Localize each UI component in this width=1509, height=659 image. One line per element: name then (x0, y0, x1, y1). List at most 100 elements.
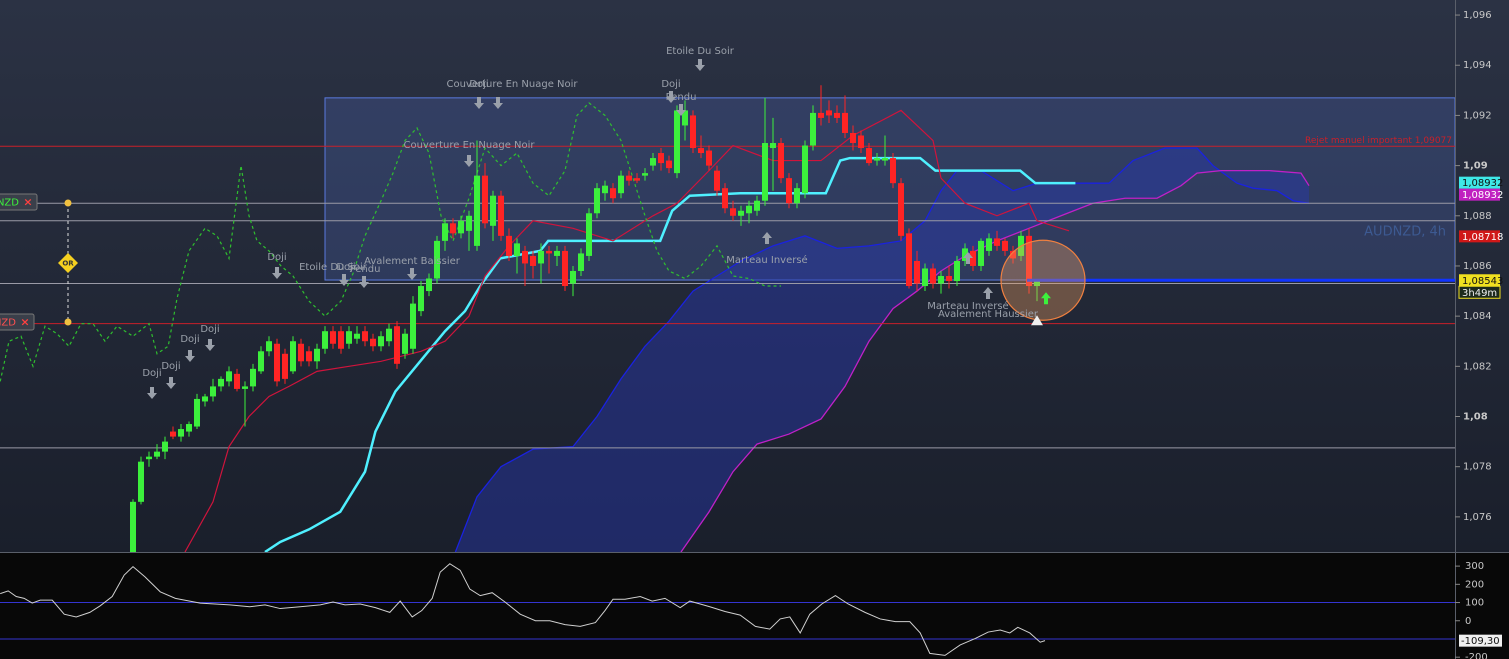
price-plot: Rejet manuel important 1,09077DojiDojiDo… (0, 46, 1455, 552)
indicator-tick-label: 100 (1465, 598, 1484, 609)
candle-body (458, 220, 464, 234)
y-tick-label: 1,08 (1463, 412, 1488, 423)
left-tools: AUDNZD × AUDNZD × OR (0, 193, 78, 331)
pattern-label: Couverture En Nuage Noir (403, 140, 535, 151)
candle-body (290, 341, 296, 372)
candle-body (890, 158, 896, 184)
indicator-tick-label: 0 (1465, 616, 1471, 627)
close-icon[interactable]: × (20, 316, 29, 329)
pattern-label: Pendu (666, 92, 697, 103)
candle-body (802, 145, 808, 194)
candle-body (162, 441, 168, 452)
pattern-label: Pendu (350, 264, 381, 275)
candle-body (194, 398, 200, 427)
main-panel (0, 0, 1509, 552)
pattern-label: Doji (336, 262, 355, 273)
cci-line (0, 563, 1046, 656)
y-tick-label: 1,076 (1463, 512, 1492, 523)
indicator-tick-label: -200 (1465, 652, 1488, 659)
handle[interactable] (64, 318, 72, 326)
candle-body (250, 368, 256, 387)
candle-body (570, 270, 576, 284)
candle-body (618, 175, 624, 194)
candle-body (362, 331, 368, 342)
candle-body (810, 112, 816, 146)
y-tick-label: 1,094 (1463, 60, 1492, 71)
candle-body (314, 348, 320, 362)
pattern-label: Marteau Inversé (927, 300, 1008, 312)
candle-body (402, 333, 408, 354)
candle-body (714, 170, 720, 191)
cloud-line (454, 147, 1310, 552)
pattern-arrow (205, 339, 215, 351)
countdown: 3h49m (1462, 288, 1497, 299)
candle-body (506, 235, 512, 256)
candle-body (922, 268, 928, 287)
candle-body (218, 378, 224, 387)
candle-body (826, 110, 832, 116)
candle-body (962, 248, 968, 261)
y-tick-label: 1,082 (1463, 361, 1492, 372)
pattern-label: Etoile Du Soir (666, 46, 735, 57)
candle-body (682, 110, 688, 126)
candle-body (178, 429, 184, 437)
indicator-tick-label: 200 (1465, 579, 1484, 590)
pattern-label: Doji (661, 79, 680, 90)
candle-body (282, 353, 288, 379)
candle-body (770, 143, 776, 149)
label-box (0, 193, 38, 211)
pattern-label: Doji (180, 334, 199, 345)
pattern-arrow (407, 268, 417, 280)
y-tick-label: 1,092 (1463, 110, 1492, 121)
candle-body (786, 178, 792, 204)
candle-body (954, 260, 960, 282)
indicator-tick-label: 300 (1465, 561, 1484, 572)
candle-body (842, 112, 848, 133)
candle-body (738, 210, 744, 216)
pattern-arrow (464, 155, 474, 167)
order-diamond[interactable] (58, 253, 78, 273)
pattern-arrow (983, 287, 993, 299)
close-icon[interactable]: × (23, 196, 32, 209)
cloud-shading (455, 148, 1309, 552)
candle-body (834, 112, 840, 118)
candle-body (538, 250, 544, 264)
highlight-circle (1000, 239, 1086, 321)
pattern-arrow (185, 350, 195, 362)
candle-body (866, 148, 872, 164)
y-tick-label: 1,084 (1463, 311, 1492, 322)
cci-marker (1459, 634, 1502, 647)
candle-body (562, 250, 568, 287)
axes: 1,096 1,094 1,092 1,09 1,088 1,086 1,084 1,082 1… (1455, 10, 1503, 659)
handle[interactable] (64, 199, 72, 207)
candle-body (202, 396, 208, 402)
y-tick-label: 1,09 (1463, 161, 1488, 172)
watermark: AUDNZD, 4h (1364, 225, 1446, 240)
pattern-arrow (339, 274, 349, 286)
pattern-arrow (762, 232, 772, 244)
y-tick-label: 1,086 (1463, 261, 1492, 272)
indicator-line (184, 109, 1070, 552)
candle-body (930, 268, 936, 284)
candle-body (594, 188, 600, 214)
candle-body (410, 303, 416, 349)
candle-body (914, 260, 920, 284)
candle-body (1034, 280, 1040, 287)
candle-body (658, 153, 664, 164)
candle-body (578, 253, 584, 271)
candle-body (546, 250, 552, 254)
candle-body (322, 331, 328, 349)
pattern-arrow (676, 104, 686, 116)
candle-body (634, 178, 640, 181)
candle-body (626, 175, 632, 181)
candle-body (938, 276, 944, 284)
y-tick-label: 1,088 (1463, 211, 1492, 222)
candle-body (442, 223, 448, 241)
candle-body (306, 351, 312, 362)
candle-body (554, 250, 560, 256)
order-tag: OR (62, 260, 74, 268)
candle-body (754, 200, 760, 211)
pattern-arrow (493, 97, 503, 109)
candle-body (674, 110, 680, 174)
candle-body (338, 331, 344, 349)
